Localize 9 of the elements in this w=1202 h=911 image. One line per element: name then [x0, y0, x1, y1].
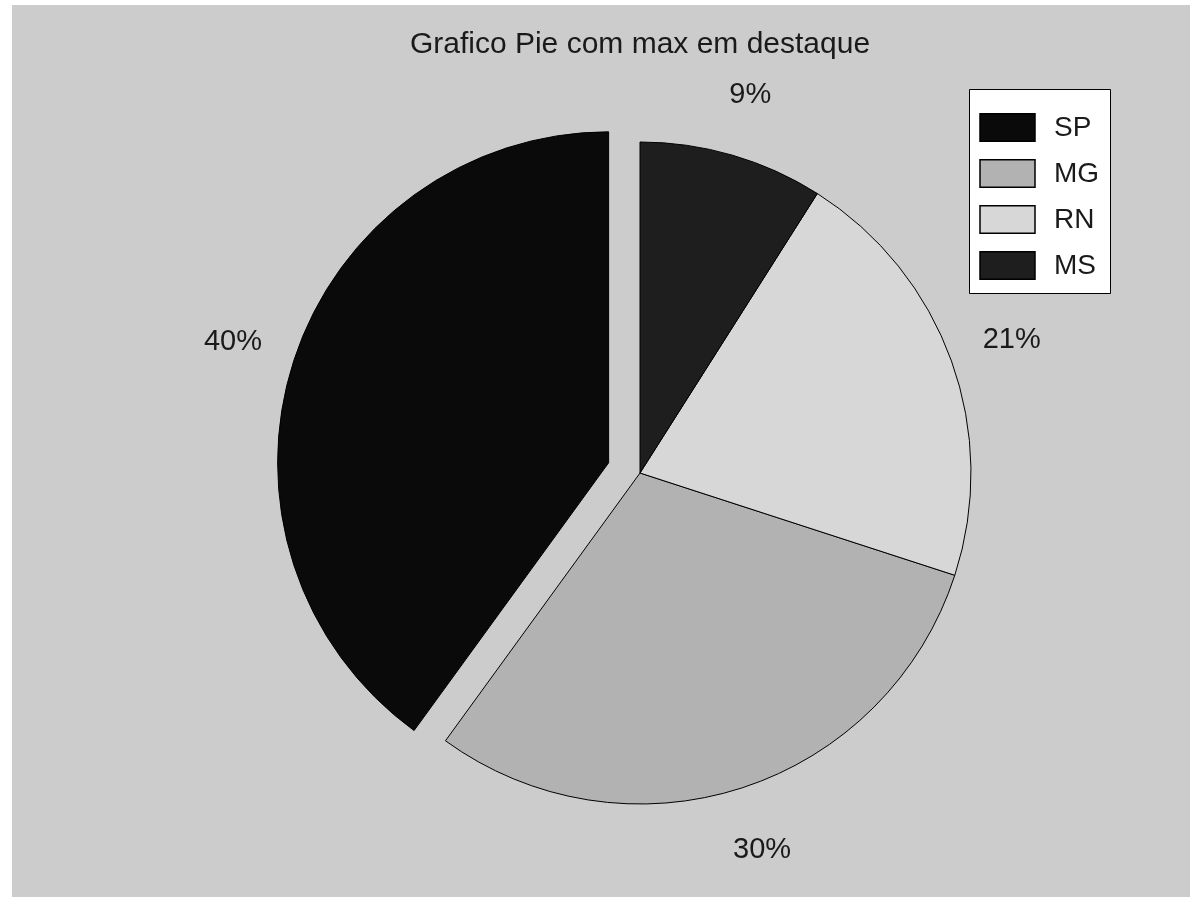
legend-label: MS: [1054, 248, 1096, 280]
data-label: 9%: [729, 76, 772, 109]
data-label: 21%: [982, 322, 1041, 355]
data-label: 40%: [203, 323, 262, 356]
legend-label: RN: [1054, 202, 1095, 234]
legend-label: MG: [1054, 156, 1100, 188]
chart-title: Grafico Pie com max em destaque: [409, 26, 871, 59]
data-label: 30%: [733, 831, 792, 864]
legend-label: SP: [1054, 110, 1092, 142]
